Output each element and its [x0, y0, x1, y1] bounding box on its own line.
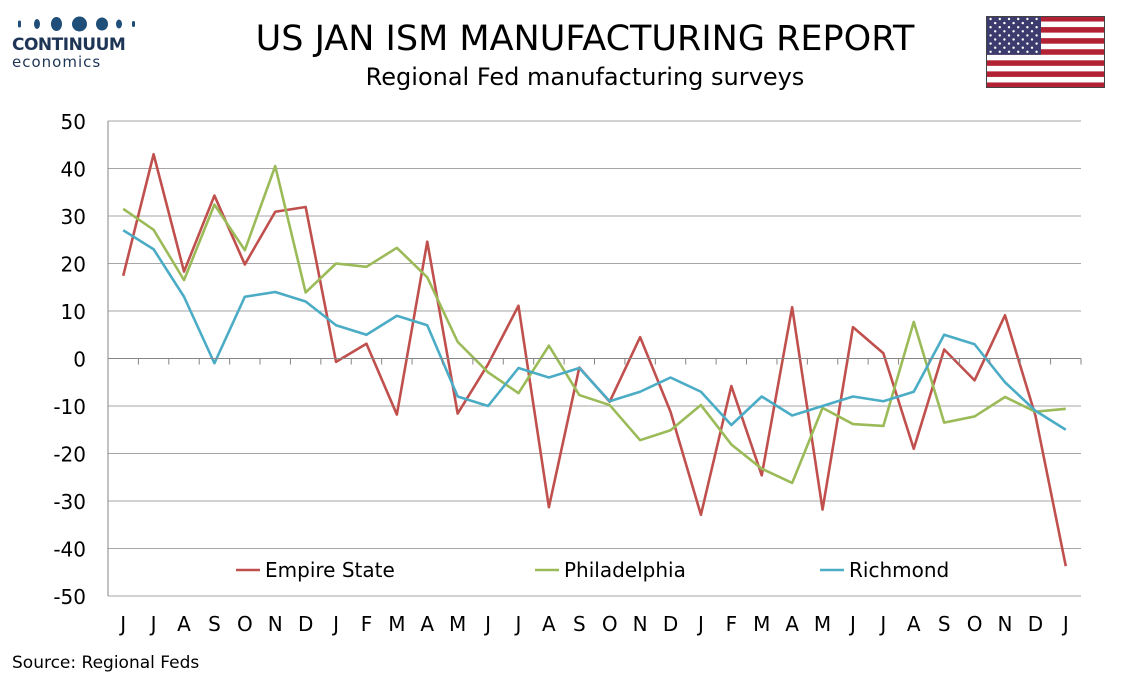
x-tick-label: F: [726, 612, 738, 636]
y-tick-label: -20: [53, 443, 86, 467]
series-line-richmond: [122, 229, 1067, 431]
x-tick-label: J: [696, 612, 704, 636]
x-tick-label: S: [938, 612, 951, 636]
x-tick-label: D: [1028, 612, 1043, 636]
x-tick-label: N: [633, 612, 648, 636]
y-tick-label: 50: [61, 110, 86, 134]
x-tick-label: A: [542, 612, 556, 636]
legend-label: Richmond: [849, 558, 949, 582]
logo-dots-icon: [12, 14, 142, 34]
y-tick-label: 10: [61, 300, 86, 324]
chart-subtitle: Regional Fed manufacturing surveys: [365, 63, 805, 91]
y-tick-label: -10: [53, 395, 86, 419]
y-tick-label: -50: [53, 585, 86, 609]
x-tick-label: S: [208, 612, 221, 636]
x-tick-label: A: [907, 612, 921, 636]
x-tick-label: J: [149, 612, 157, 636]
x-tick-label: D: [298, 612, 313, 636]
legend-label: Empire State: [265, 558, 395, 582]
source-note: Source: Regional Feds: [12, 653, 200, 673]
y-tick-label: 0: [73, 348, 86, 372]
x-tick-label: A: [785, 612, 799, 636]
y-tick-label: -40: [53, 538, 86, 562]
x-tick-label: M: [753, 612, 770, 636]
x-tick-label: F: [361, 612, 373, 636]
x-tick-label: M: [814, 612, 831, 636]
x-tick-label: J: [878, 612, 886, 636]
x-tick-label: O: [602, 612, 618, 636]
x-tick-label: A: [177, 612, 191, 636]
y-tick-label: 30: [61, 205, 86, 229]
x-tick-label: J: [483, 612, 491, 636]
x-tick-label: N: [998, 612, 1013, 636]
x-tick-label: J: [331, 612, 339, 636]
y-tick-label: -30: [53, 490, 86, 514]
logo-name: CONTINUUM: [12, 35, 126, 55]
x-tick-label: M: [388, 612, 405, 636]
us-flag-icon: [986, 16, 1105, 88]
series-line-philadelphia: [122, 164, 1066, 485]
x-tick-label: J: [514, 612, 522, 636]
x-tick-label: D: [663, 612, 678, 636]
y-tick-label: 20: [61, 253, 86, 277]
x-tick-label: A: [420, 612, 434, 636]
y-tick-label: 40: [61, 158, 86, 182]
legend-label: Philadelphia: [564, 558, 686, 582]
chart-title: US JAN ISM MANUFACTURING REPORT: [255, 19, 915, 59]
x-tick-label: N: [268, 612, 283, 636]
x-tick-label: J: [118, 612, 126, 636]
x-tick-label: S: [573, 612, 586, 636]
x-tick-label: M: [449, 612, 466, 636]
x-tick-label: J: [848, 612, 856, 636]
x-tick-label: O: [967, 612, 983, 636]
x-tick-label: J: [1061, 612, 1069, 636]
continuum-logo: CONTINUUM economics: [12, 14, 142, 70]
logo-subtitle: economics: [12, 53, 102, 71]
x-tick-label: O: [237, 612, 253, 636]
